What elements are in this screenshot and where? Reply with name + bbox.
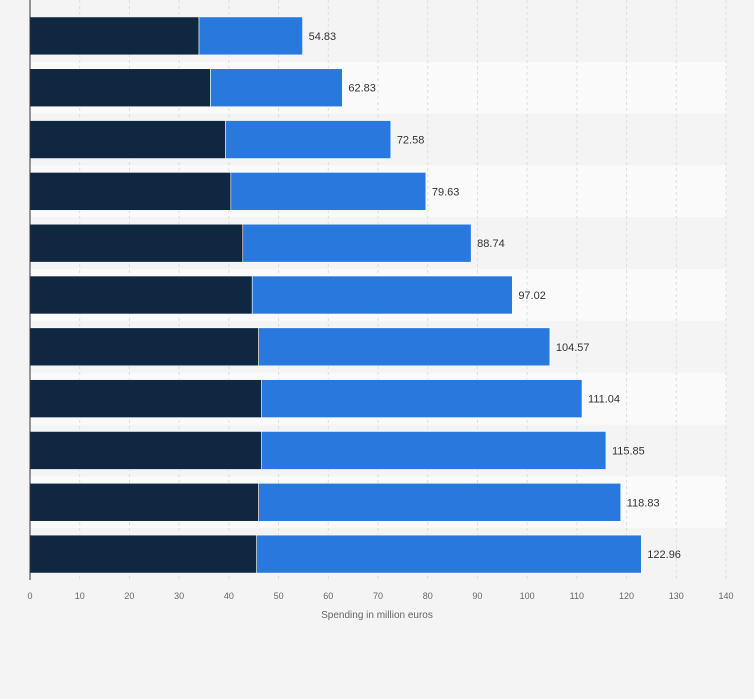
data-labels: 54.83 62.83 72.58 79.63 88.74 97.02 104.57 111.… [309,31,681,561]
data-label: 104.57 [556,342,590,354]
bar-segment-series-2 [198,16,303,56]
x-tick-label: 120 [619,591,634,601]
x-tick-label: 50 [274,591,284,601]
bar-segment-series-1 [29,223,244,263]
bar-segment-series-1 [29,327,259,367]
x-tick-label: 90 [472,591,482,601]
bar-segment-series-2 [261,431,607,470]
x-tick-label: 100 [520,591,535,601]
x-tick-label: 10 [75,591,85,601]
x-axis: 0 10 20 30 40 50 60 70 80 90 100 110 120 130 140 [27,0,734,601]
bar-segment-series-2 [258,482,622,522]
data-label: 122.96 [647,549,681,561]
x-tick-label: 40 [224,591,234,601]
bar-segment-series-1 [29,275,253,315]
bar-segment-series-1 [29,16,200,56]
x-tick-label: 140 [718,591,733,601]
bar-segment-series-1 [29,172,232,211]
bar-segment-series-1 [29,431,262,470]
x-tick-label: 60 [323,591,333,601]
data-label: 54.83 [309,31,337,43]
x-tick-label: 80 [423,591,433,601]
bar-segment-series-2 [230,172,427,211]
data-label: 111.04 [588,394,620,406]
bars [29,16,642,574]
bar-segment-series-2 [225,120,392,159]
data-label: 88.74 [477,238,505,250]
bar-segment-series-1 [29,482,259,522]
bar-segment-series-2 [242,223,472,263]
bar-segment-series-1 [29,379,262,418]
bar-segment-series-2 [261,379,583,418]
bar-segment-series-1 [29,120,226,159]
x-tick-label: 0 [27,591,32,601]
data-label: 62.83 [348,83,376,95]
data-label: 72.58 [397,135,425,147]
x-axis-title: Spending in million euros [321,610,433,621]
x-tick-label: 110 [570,591,584,601]
x-tick-label: 70 [373,591,383,601]
x-tick-label: 30 [174,591,184,601]
data-label: 79.63 [432,186,460,198]
data-label: 118.83 [627,497,660,509]
data-label: 97.02 [518,290,546,302]
bar-segment-series-2 [251,275,513,315]
data-label: 115.85 [612,445,645,457]
bar-segment-series-1 [29,534,257,574]
x-tick-label: 130 [669,591,684,601]
bar-segment-series-2 [210,68,343,108]
bar-segment-series-2 [256,534,642,574]
x-tick-label: 20 [124,591,134,601]
bar-segment-series-1 [29,68,211,108]
bar-segment-series-2 [258,327,551,367]
